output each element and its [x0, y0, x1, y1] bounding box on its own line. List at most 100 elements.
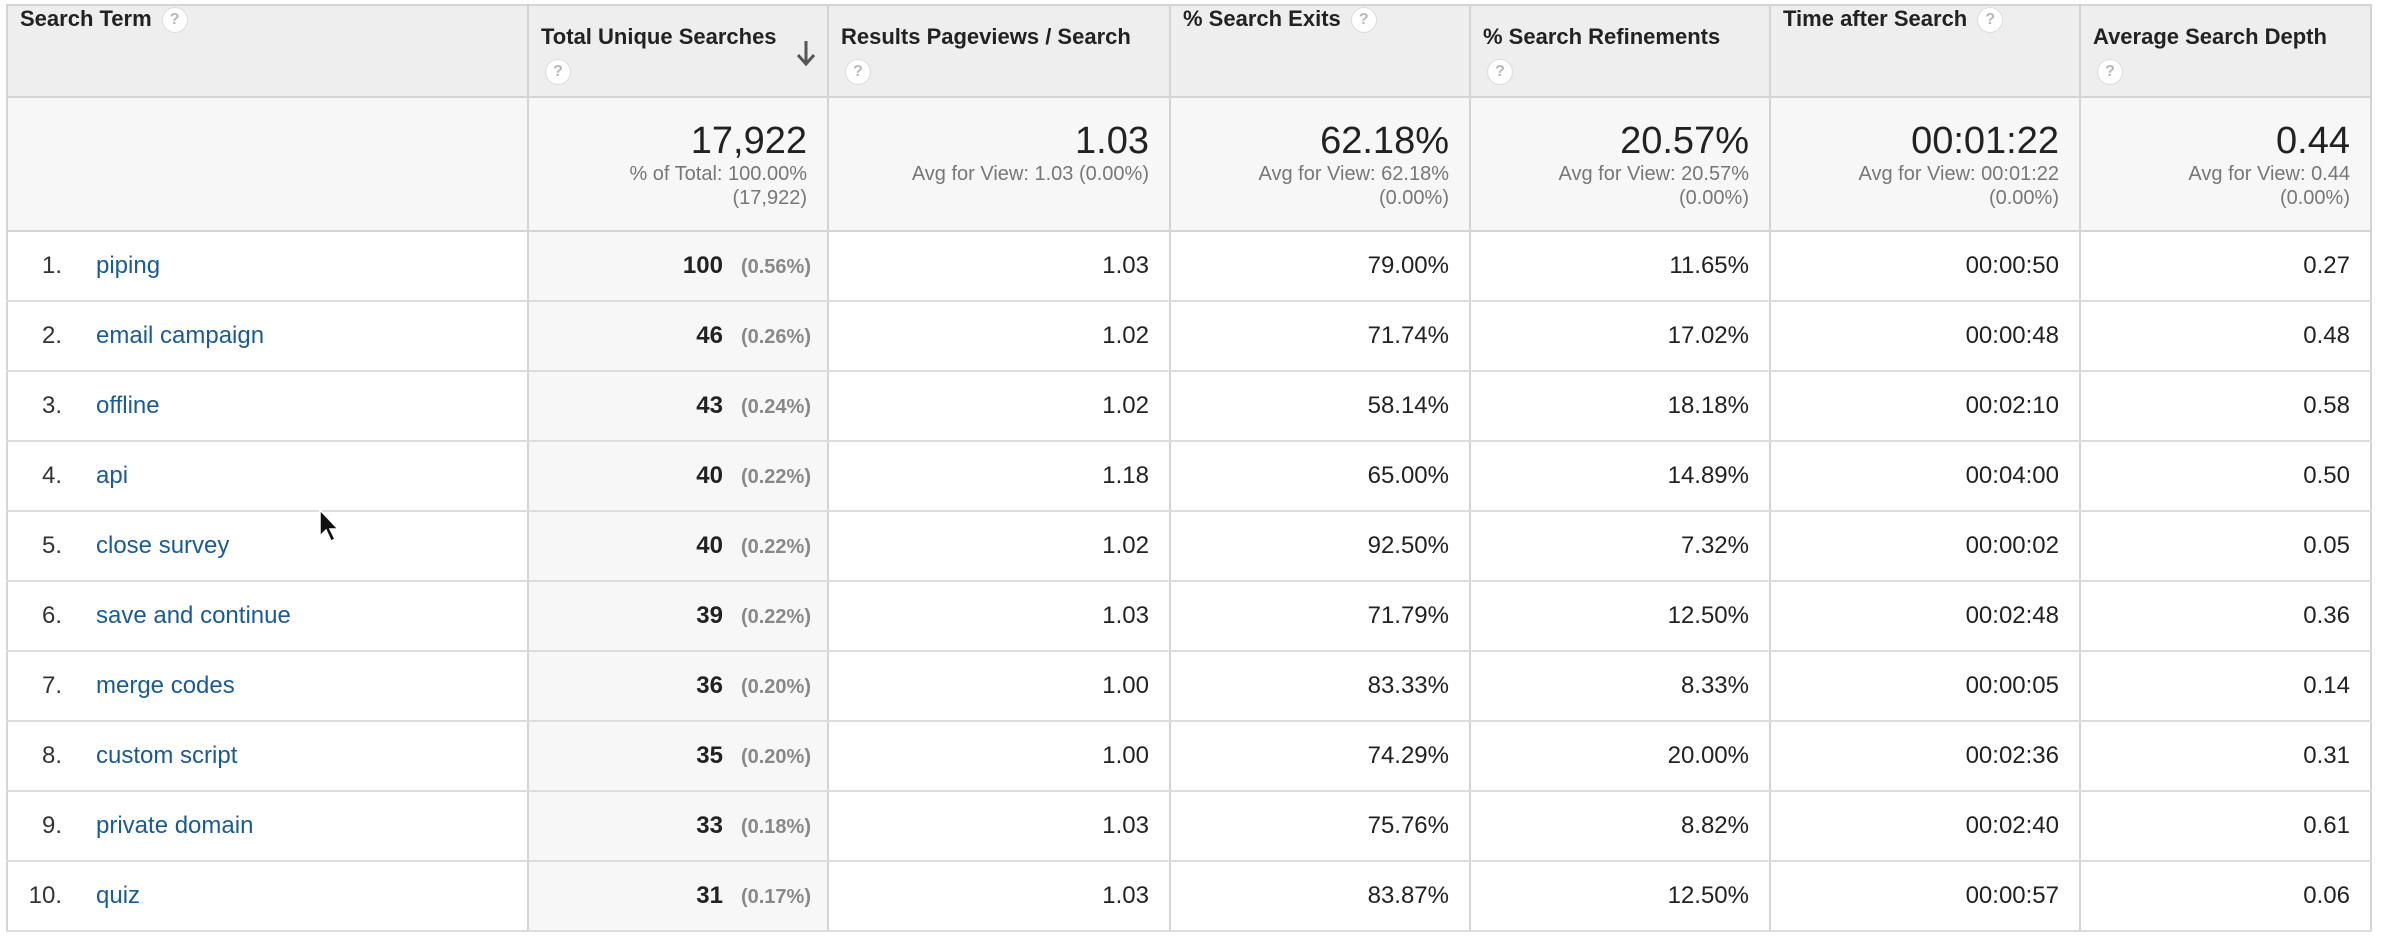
- search-term-link[interactable]: piping: [96, 252, 161, 279]
- cell-search-term: 10. quiz: [6, 860, 528, 932]
- cell-average-search-depth: 0.36: [2079, 580, 2372, 652]
- cell-search-term: 3. offline: [6, 370, 528, 442]
- total-avg-delta: (0.00%): [2279, 187, 2350, 209]
- table-row: 5. close survey 40 (0.22%) 1.02 92.50% 7.3…: [6, 510, 2372, 582]
- column-header-total-unique-searches[interactable]: Total Unique Searches ?: [527, 4, 829, 98]
- cell-results-pageviews: 1.02: [827, 370, 1170, 442]
- sort-descending-icon[interactable]: [795, 38, 817, 68]
- searches-value: 40: [696, 532, 723, 559]
- help-icon[interactable]: ?: [1350, 7, 1377, 34]
- total-value: 62.18%: [1320, 120, 1449, 162]
- column-header-average-search-depth[interactable]: Average Search Depth ?: [2079, 4, 2372, 98]
- cell-time-after-search: 00:02:10: [1769, 370, 2080, 442]
- help-icon[interactable]: ?: [1487, 59, 1513, 85]
- searches-share: (0.22%): [740, 606, 811, 628]
- searches-share: (0.20%): [740, 746, 811, 768]
- search-term-link[interactable]: offline: [96, 392, 160, 419]
- table-row: 7. merge codes 36 (0.20%) 1.00 83.33% 8.33…: [6, 650, 2372, 722]
- table-row: 3. offline 43 (0.24%) 1.02 58.14% 18.18% 0…: [6, 370, 2372, 442]
- cell-results-pageviews: 1.03: [827, 230, 1170, 302]
- cell-search-term: 9. private domain: [6, 790, 528, 862]
- cell-total-unique-searches: 35 (0.20%): [527, 720, 828, 792]
- search-term-link[interactable]: custom script: [96, 742, 238, 769]
- column-header-results-pageviews[interactable]: Results Pageviews / Search ?: [827, 4, 1171, 98]
- total-percent-of-total: % of Total: 100.00%: [629, 163, 807, 185]
- column-header-label: % Search Exits: [1183, 6, 1341, 31]
- total-value: 0.44: [2276, 120, 2350, 162]
- cell-search-term: 5. close survey: [6, 510, 528, 582]
- row-index: 4.: [41, 462, 62, 489]
- total-avg-for-view: Avg for View: 0.44: [2188, 163, 2350, 185]
- cell-search-exits: 65.00%: [1169, 440, 1470, 512]
- column-header-time-after-search[interactable]: Time after Search?: [1769, 4, 2081, 98]
- cell-search-term: 6. save and continue: [6, 580, 528, 652]
- row-index: 2.: [41, 322, 62, 349]
- searches-value: 43: [696, 392, 723, 419]
- totals-total-unique-searches: 17,922 % of Total: 100.00% (17,922): [527, 96, 829, 232]
- cell-total-unique-searches: 39 (0.22%): [527, 580, 828, 652]
- table-row: 8. custom script 35 (0.20%) 1.00 74.29% 20…: [6, 720, 2372, 792]
- totals-time-after-search: 00:01:22 Avg for View: 00:01:22 (0.00%): [1769, 96, 2081, 232]
- cell-time-after-search: 00:02:40: [1769, 790, 2080, 862]
- totals-average-search-depth: 0.44 Avg for View: 0.44 (0.00%): [2079, 96, 2372, 232]
- total-avg-for-view: Avg for View: 62.18%: [1258, 163, 1450, 185]
- cell-total-unique-searches: 40 (0.22%): [527, 510, 828, 582]
- searches-value: 36: [696, 672, 723, 699]
- help-icon[interactable]: ?: [2097, 59, 2123, 85]
- mouse-pointer-icon: [319, 508, 340, 543]
- search-term-link[interactable]: merge codes: [96, 672, 235, 699]
- cell-search-term: 2. email campaign: [6, 300, 528, 372]
- cell-results-pageviews: 1.00: [827, 650, 1170, 722]
- search-term-link[interactable]: private domain: [96, 812, 254, 839]
- row-index: 8.: [41, 742, 62, 769]
- help-icon[interactable]: ?: [1977, 7, 2004, 34]
- cell-search-exits: 83.33%: [1169, 650, 1470, 722]
- search-term-link[interactable]: save and continue: [96, 602, 291, 629]
- row-index: 9.: [41, 812, 62, 839]
- column-header-search-exits[interactable]: % Search Exits?: [1169, 4, 1471, 98]
- help-icon[interactable]: ?: [545, 59, 571, 85]
- cell-results-pageviews: 1.00: [827, 720, 1170, 792]
- searches-share: (0.24%): [740, 396, 811, 418]
- site-search-terms-table: Search Term? Total Unique Searches ? Res…: [6, 4, 2372, 932]
- cell-search-refinements: 14.89%: [1469, 440, 1770, 512]
- cell-time-after-search: 00:00:48: [1769, 300, 2080, 372]
- cell-search-exits: 75.76%: [1169, 790, 1470, 862]
- cell-search-refinements: 12.50%: [1469, 860, 1770, 932]
- cell-average-search-depth: 0.50: [2079, 440, 2372, 512]
- cell-search-refinements: 12.50%: [1469, 580, 1770, 652]
- help-icon[interactable]: ?: [845, 59, 871, 85]
- help-icon[interactable]: ?: [161, 7, 188, 34]
- cell-search-refinements: 8.82%: [1469, 790, 1770, 862]
- cell-average-search-depth: 0.14: [2079, 650, 2372, 722]
- column-header-search-refinements[interactable]: % Search Refinements ?: [1469, 4, 1771, 98]
- total-avg-for-view: Avg for View: 20.57%: [1558, 163, 1750, 185]
- search-term-link[interactable]: email campaign: [96, 322, 265, 349]
- cell-time-after-search: 00:00:57: [1769, 860, 2080, 932]
- cell-average-search-depth: 0.48: [2079, 300, 2372, 372]
- cell-search-exits: 79.00%: [1169, 230, 1470, 302]
- total-value: 00:01:22: [1911, 120, 2059, 162]
- totals-results-pageviews: 1.03 Avg for View: 1.03 (0.00%): [827, 96, 1171, 232]
- table-row: 2. email campaign 46 (0.26%) 1.02 71.74% 1…: [6, 300, 2372, 372]
- column-header-label: Average Search Depth: [2093, 24, 2327, 49]
- cell-search-term: 4. api: [6, 440, 528, 512]
- cell-search-term: 1. piping: [6, 230, 528, 302]
- search-term-link[interactable]: api: [96, 462, 129, 489]
- cell-total-unique-searches: 33 (0.18%): [527, 790, 828, 862]
- totals-blank-cell: [6, 96, 529, 232]
- row-index: 7.: [41, 672, 62, 699]
- cell-search-refinements: 18.18%: [1469, 370, 1770, 442]
- cell-results-pageviews: 1.02: [827, 510, 1170, 582]
- column-header-search-term[interactable]: Search Term?: [6, 4, 529, 98]
- search-term-link[interactable]: quiz: [96, 882, 141, 909]
- search-term-link[interactable]: close survey: [96, 532, 230, 559]
- cell-search-refinements: 20.00%: [1469, 720, 1770, 792]
- report-table-container: Search Term? Total Unique Searches ? Res…: [6, 4, 2372, 932]
- row-index: 6.: [41, 602, 62, 629]
- cell-total-unique-searches: 40 (0.22%): [527, 440, 828, 512]
- table-row: 1. piping 100 (0.56%) 1.03 79.00% 11.65% 0…: [6, 230, 2372, 302]
- cell-results-pageviews: 1.18: [827, 440, 1170, 512]
- total-absolute: (17,922): [732, 187, 808, 209]
- searches-value: 33: [696, 812, 723, 839]
